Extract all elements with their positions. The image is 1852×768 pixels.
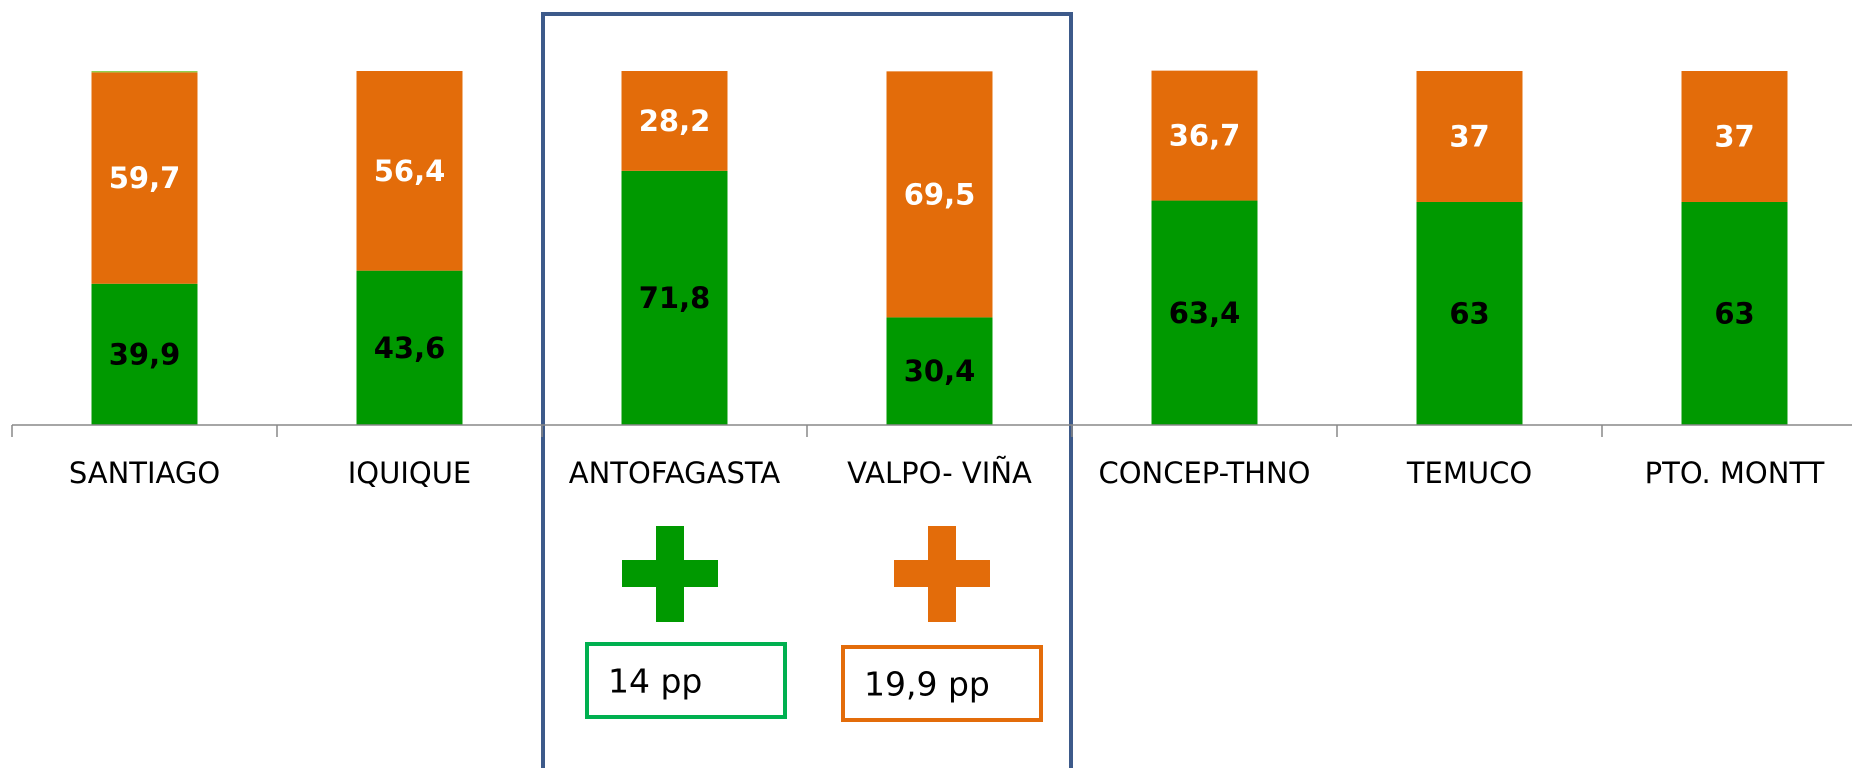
- x-tick-label: ANTOFAGASTA: [569, 456, 781, 490]
- bar-segment: [621, 71, 728, 171]
- value-label: 63: [1449, 296, 1489, 330]
- value-label: 37: [1449, 119, 1489, 153]
- x-tick-label: PTO. MONTT: [1645, 456, 1825, 490]
- value-label: 59,7: [109, 161, 181, 195]
- annotation-box: [585, 642, 787, 719]
- bar-segment: [1151, 70, 1258, 201]
- bar-segment: [1416, 201, 1523, 425]
- bar-segment: [356, 270, 463, 425]
- value-label: 39,9: [109, 337, 181, 371]
- value-label: 63,4: [1169, 296, 1241, 330]
- annotation-box: [841, 645, 1043, 722]
- bar-segment: [886, 317, 993, 425]
- x-tick-label: VALPO- VIÑA: [847, 456, 1032, 490]
- bar-segment: [91, 71, 198, 73]
- bar-segment: [886, 71, 993, 318]
- value-label: 30,4: [904, 354, 976, 388]
- bar-segment: [91, 283, 198, 425]
- bar-segment: [356, 71, 463, 271]
- bar-segment: [1681, 201, 1788, 425]
- x-tick-label: CONCEP-THNO: [1098, 456, 1310, 490]
- value-label: 37: [1714, 119, 1754, 153]
- x-tick-label: IQUIQUE: [348, 456, 472, 490]
- plus-orange: [894, 526, 990, 622]
- value-label: 36,7: [1169, 119, 1241, 153]
- highlight-box: [541, 12, 1073, 768]
- value-label: 69,5: [904, 177, 976, 211]
- value-label: 28,2: [639, 104, 711, 138]
- plus-green: [622, 526, 718, 622]
- value-label: 63: [1714, 296, 1754, 330]
- bar-segment: [1681, 71, 1788, 202]
- value-label: 43,6: [374, 331, 446, 365]
- bar-segment: [1151, 200, 1258, 425]
- bar-segment: [621, 170, 728, 425]
- x-tick-label: TEMUCO: [1406, 456, 1532, 490]
- bar-segment: [1416, 71, 1523, 202]
- bar-segment: [91, 72, 198, 284]
- x-tick-label: SANTIAGO: [69, 456, 220, 490]
- annotation: 19,9 pp: [864, 665, 990, 704]
- value-label: 56,4: [374, 154, 446, 188]
- value-label: 71,8: [639, 281, 711, 315]
- annotation: 14 pp: [608, 662, 702, 701]
